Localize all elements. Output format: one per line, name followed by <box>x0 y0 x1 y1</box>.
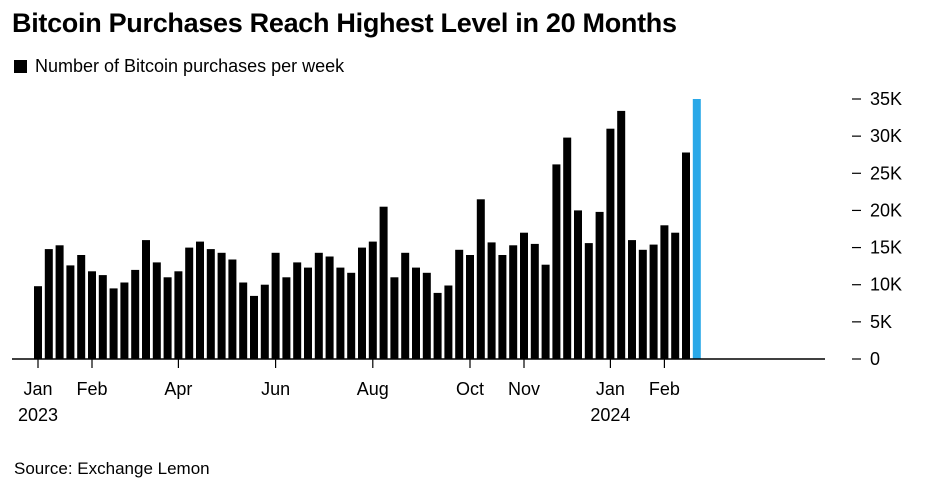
bar <box>444 285 453 359</box>
bar <box>44 249 53 359</box>
bar <box>239 282 248 359</box>
source-note: Source: Exchange Lemon <box>14 459 210 478</box>
x-tick-label: Jan <box>596 379 625 399</box>
bar <box>174 271 183 359</box>
bar <box>260 284 269 359</box>
y-tick-label: 10K <box>870 275 902 295</box>
bar <box>206 249 215 359</box>
bar-chart: 0 5K 10K 15K 20K 25K 30K 35K Jan Feb Apr Jun Aug Oct N… <box>12 89 902 425</box>
x-year-label: 2024 <box>590 405 630 425</box>
y-tick-label: 30K <box>870 126 902 146</box>
y-tick-label: 20K <box>870 200 902 220</box>
bar <box>88 271 96 359</box>
bar <box>304 267 312 359</box>
bar <box>433 292 442 359</box>
bar <box>293 262 302 359</box>
bar <box>379 206 388 359</box>
bar <box>66 265 75 359</box>
bar <box>77 255 86 359</box>
bar <box>520 232 528 359</box>
bar <box>487 242 496 359</box>
bar <box>509 245 518 359</box>
bar <box>595 211 604 359</box>
bar <box>368 241 377 359</box>
bar <box>163 277 172 359</box>
bar <box>282 277 291 359</box>
bar <box>196 241 204 359</box>
bar <box>552 164 561 359</box>
bar <box>358 247 366 359</box>
bar <box>530 243 539 359</box>
bar <box>325 256 334 359</box>
bar <box>498 255 507 359</box>
bar <box>152 262 161 359</box>
bar <box>606 128 615 359</box>
bar <box>250 295 258 359</box>
bar <box>390 277 399 359</box>
bar <box>55 245 64 359</box>
bar <box>476 199 485 359</box>
legend-swatch <box>14 60 27 73</box>
x-tick-label: Aug <box>357 379 389 399</box>
bar <box>271 252 280 359</box>
bar <box>347 272 356 359</box>
x-tick-label: Oct <box>456 379 484 399</box>
bar <box>584 243 593 359</box>
bar <box>541 264 550 359</box>
x-tick-label: Jun <box>261 379 290 399</box>
bar <box>185 247 194 359</box>
bar <box>466 255 474 359</box>
bar <box>109 288 118 359</box>
bar <box>336 267 345 359</box>
y-tick-label: 0 <box>870 349 880 369</box>
legend-label: Number of Bitcoin purchases per week <box>35 56 345 76</box>
bar <box>574 210 582 359</box>
bar <box>412 267 420 359</box>
bar <box>671 232 680 359</box>
bar <box>34 286 42 359</box>
bar <box>401 252 410 359</box>
bar <box>563 137 572 359</box>
x-tick-label: Feb <box>76 379 107 399</box>
bar <box>649 244 658 359</box>
y-tick-label: 35K <box>870 89 902 109</box>
x-tick-label: Apr <box>164 379 192 399</box>
x-tick-label: Jan <box>23 379 52 399</box>
bar <box>422 272 431 359</box>
bar <box>98 275 107 359</box>
bar <box>638 249 647 359</box>
bar <box>131 269 140 359</box>
x-tick-label: Nov <box>508 379 540 399</box>
bar <box>217 252 226 359</box>
y-tick-label: 15K <box>870 238 902 258</box>
bar-highlight <box>692 99 701 359</box>
bar <box>628 240 636 359</box>
chart-title: Bitcoin Purchases Reach Highest Level in… <box>12 8 677 38</box>
x-year-label: 2023 <box>18 405 58 425</box>
bar <box>660 225 669 359</box>
y-tick-label: 25K <box>870 163 902 183</box>
x-tick-label: Feb <box>649 379 680 399</box>
bar <box>228 259 237 359</box>
bar <box>142 240 150 359</box>
legend: Number of Bitcoin purchases per week <box>14 56 344 77</box>
bar <box>682 152 690 359</box>
bar <box>314 252 323 359</box>
bar <box>617 110 626 360</box>
bar <box>120 282 129 359</box>
bar <box>455 249 464 359</box>
y-tick-label: 5K <box>870 312 892 332</box>
